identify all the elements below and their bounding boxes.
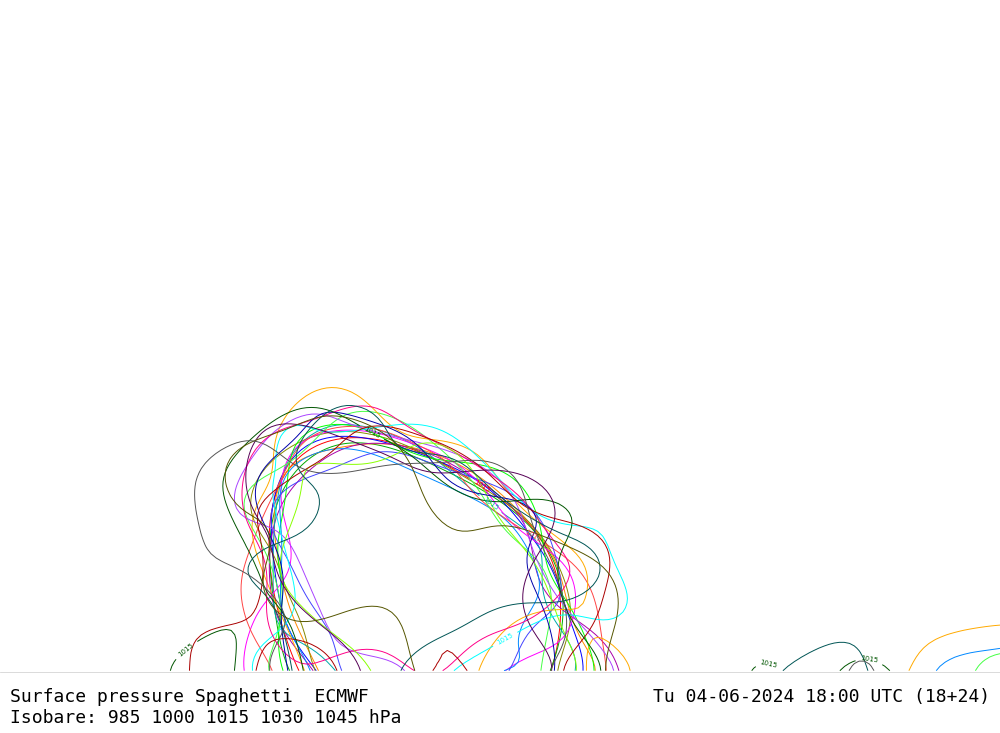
Text: 1015: 1015 [481,496,499,512]
Text: Surface pressure Spaghetti  ECMWF: Surface pressure Spaghetti ECMWF [10,688,369,706]
Text: Isobare: 985 1000 1015 1030 1045 hPa: Isobare: 985 1000 1015 1030 1045 hPa [10,709,402,727]
Text: 1015: 1015 [860,655,879,664]
Text: 1015: 1015 [759,659,778,668]
Text: 1015: 1015 [363,426,381,440]
Text: 1015: 1015 [177,641,195,658]
Text: 1015: 1015 [523,528,542,543]
Text: 1015: 1015 [496,632,514,647]
Text: 1015: 1015 [472,479,491,493]
Text: Tu 04-06-2024 18:00 UTC (18+24): Tu 04-06-2024 18:00 UTC (18+24) [653,688,990,706]
